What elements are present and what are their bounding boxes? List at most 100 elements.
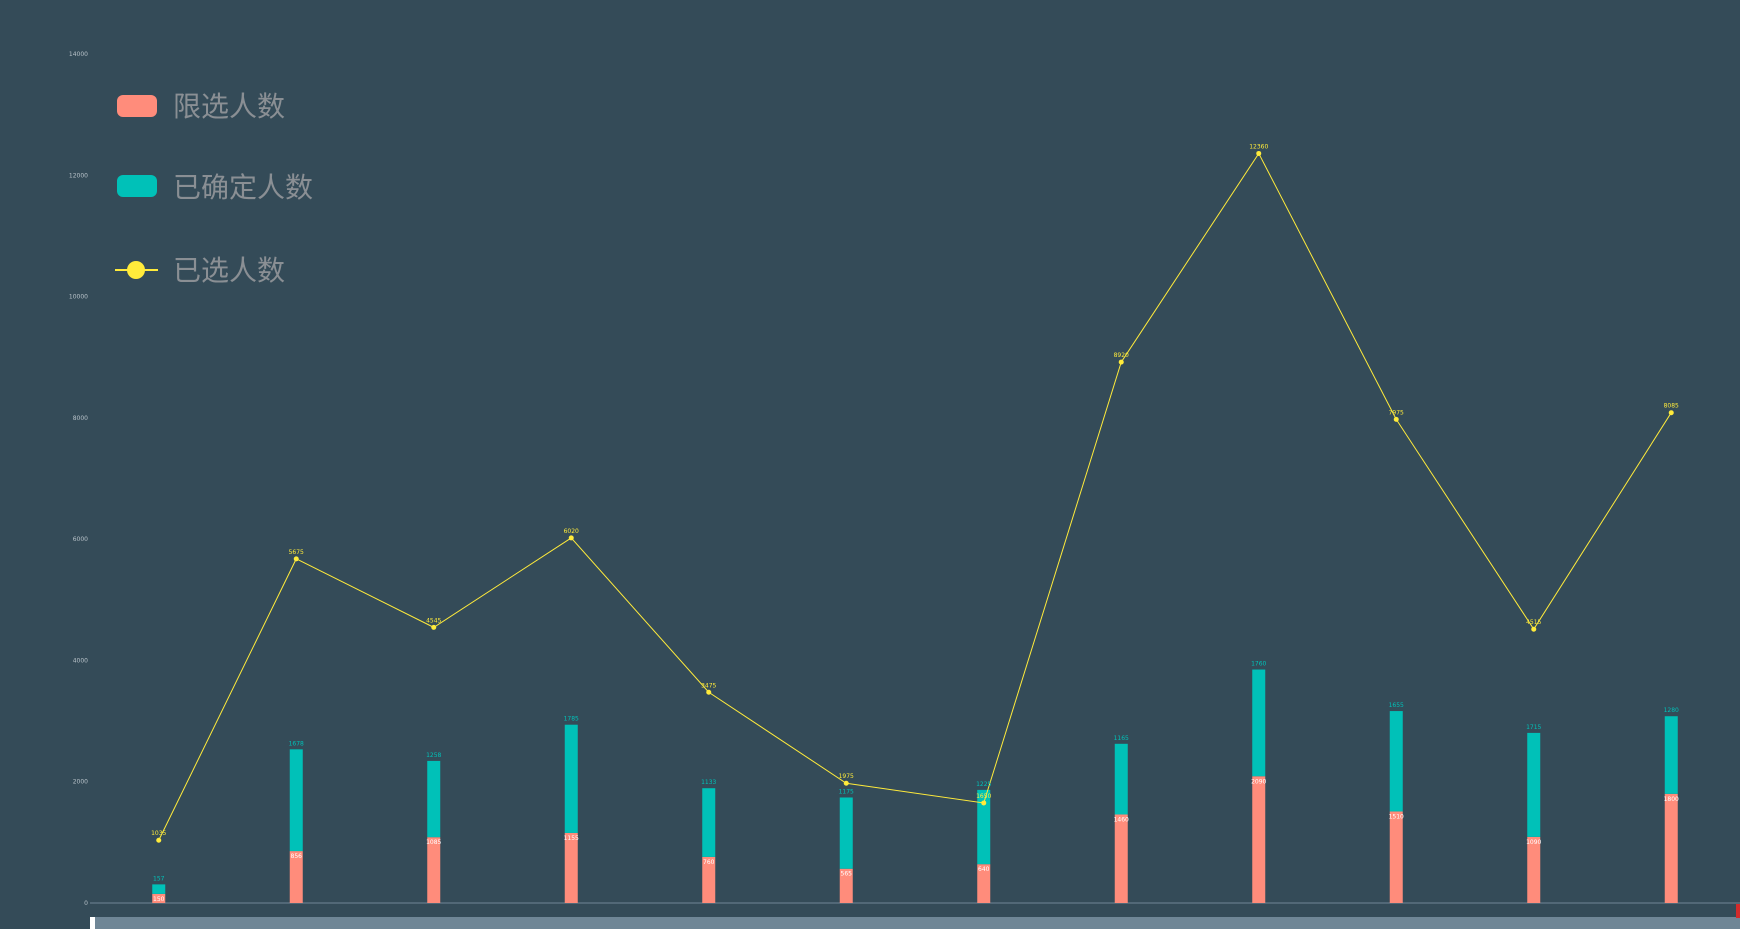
bar-limit-value-label: 1510: [1389, 813, 1404, 820]
bar-confirmed-value-label: 1165: [1114, 735, 1129, 742]
legend-item-selected[interactable]: 已选人数: [115, 254, 285, 287]
line-point-selected: [568, 535, 574, 541]
legend[interactable]: 限选人数 已确定人数 已选人数: [115, 90, 313, 287]
line-value-label: 8920: [1114, 352, 1129, 359]
line-value-label: 8085: [1664, 403, 1679, 410]
bar-limit-value-label: 856: [291, 853, 303, 860]
bar-limit: [564, 832, 578, 903]
bar-limit-value-label: 565: [841, 871, 853, 878]
line-point-selected: [1393, 416, 1399, 422]
line-point-selected: [981, 800, 987, 806]
bar-limit: [152, 893, 166, 903]
scrollbar-thumb[interactable]: [90, 917, 95, 929]
line-value-label: 6020: [564, 528, 579, 535]
bar-confirmed-value-label: 1760: [1251, 661, 1266, 668]
bar-limit-value-label: 1155: [564, 835, 579, 842]
bar-limit: [839, 868, 853, 903]
corner-indicator: [1736, 904, 1740, 918]
bar-limit: [1389, 811, 1403, 903]
bars: [152, 669, 1678, 903]
bar-limit: [427, 837, 441, 903]
line-point-selected: [1531, 626, 1537, 632]
bar-confirmed-value-label: 157: [153, 875, 165, 882]
line-value-label: 4545: [426, 617, 441, 624]
legend-swatch-limit: [117, 95, 157, 117]
bar-confirmed-value-label: 1175: [839, 788, 854, 795]
bar-limit-value-label: 1460: [1114, 816, 1129, 823]
bar-limit-value-label: 760: [703, 859, 715, 866]
line-value-label: 4515: [1526, 619, 1541, 626]
bar-limit: [977, 864, 991, 903]
line-point-selected: [1118, 359, 1124, 365]
y-tick-label: 0: [84, 900, 88, 907]
line-point-selected: [1668, 410, 1674, 416]
line-point-selected: [706, 689, 712, 695]
line-point-selected: [293, 556, 299, 562]
line-value-label: 1650: [976, 793, 991, 800]
bar-confirmed: [1389, 711, 1403, 812]
bar-confirmed-value-label: 1258: [426, 752, 441, 759]
legend-swatch-confirmed: [117, 175, 157, 197]
line-value-label: 1975: [839, 773, 854, 780]
line-value-label: 5675: [289, 549, 304, 556]
bar-confirmed: [839, 797, 853, 869]
horizontal-scrollbar[interactable]: [90, 917, 1740, 929]
bar-confirmed: [289, 749, 303, 852]
bar-confirmed-value-label: 1280: [1664, 707, 1679, 714]
bar-limit: [702, 856, 716, 903]
line-series: [156, 150, 1674, 843]
legend-label-confirmed: 已确定人数: [173, 171, 313, 204]
legend-item-limit[interactable]: 限选人数: [117, 90, 285, 123]
line-selected: [158, 152, 1672, 841]
bar-limit: [1114, 814, 1128, 903]
bar-confirmed: [1114, 743, 1128, 815]
legend-item-confirmed[interactable]: 已确定人数: [117, 171, 313, 204]
line-point-selected: [843, 780, 849, 786]
bar-confirmed-value-label: 1715: [1526, 724, 1541, 731]
bar-limit-value-label: 1085: [426, 839, 441, 846]
bar-confirmed: [152, 884, 166, 894]
line-value-label: 12360: [1249, 143, 1268, 150]
line-point-selected: [431, 624, 437, 630]
line-value-label: 1035: [151, 830, 166, 837]
axes: 0 2000 4000 6000 8000 10000 12000 14000: [69, 51, 1740, 907]
line-point-selected: [1256, 150, 1262, 156]
bar-limit: [289, 851, 303, 903]
bar-confirmed: [427, 760, 441, 838]
bar-limit: [1664, 793, 1678, 903]
bar-confirmed: [1664, 716, 1678, 794]
y-tick-label: 4000: [73, 657, 88, 664]
line-value-label: 3475: [701, 682, 716, 689]
bar-limit-value-label: 150: [153, 896, 165, 903]
y-tick-label: 2000: [73, 779, 88, 786]
y-tick-label: 6000: [73, 536, 88, 543]
bar-limit-value-label: 1090: [1526, 839, 1541, 846]
bar-limit-value-label: 2090: [1251, 778, 1266, 785]
line-value-label: 7975: [1389, 409, 1404, 416]
bar-limit-value-label: 1800: [1664, 796, 1679, 803]
legend-label-limit: 限选人数: [173, 90, 285, 123]
bar-confirmed-value-label: 1655: [1389, 702, 1404, 709]
bar-confirmed: [977, 789, 991, 865]
bar-confirmed: [564, 724, 578, 833]
bar-limit: [1527, 836, 1541, 903]
y-tick-label: 12000: [69, 172, 88, 179]
line-point-selected: [156, 837, 162, 843]
bar-confirmed-value-label: 1678: [289, 740, 304, 747]
legend-marker-selected: [127, 261, 145, 279]
bar-confirmed: [702, 788, 716, 857]
bar-confirmed-value-label: 1785: [564, 716, 579, 723]
bar-confirmed: [1527, 732, 1541, 837]
bar-limit: [1252, 776, 1266, 903]
legend-label-selected: 已选人数: [173, 254, 285, 287]
bar-confirmed-value-label: 1225: [976, 781, 991, 788]
y-tick-label: 8000: [73, 415, 88, 422]
y-tick-label: 10000: [69, 294, 88, 301]
y-tick-label: 14000: [69, 51, 88, 58]
data-labels: 150 157 856 1678 1085 1258 1155 1785 760 1133 565 1…: [151, 143, 1679, 902]
bar-limit-value-label: 640: [978, 866, 990, 873]
bar-confirmed-value-label: 1133: [701, 779, 716, 786]
bar-confirmed: [1252, 669, 1266, 777]
